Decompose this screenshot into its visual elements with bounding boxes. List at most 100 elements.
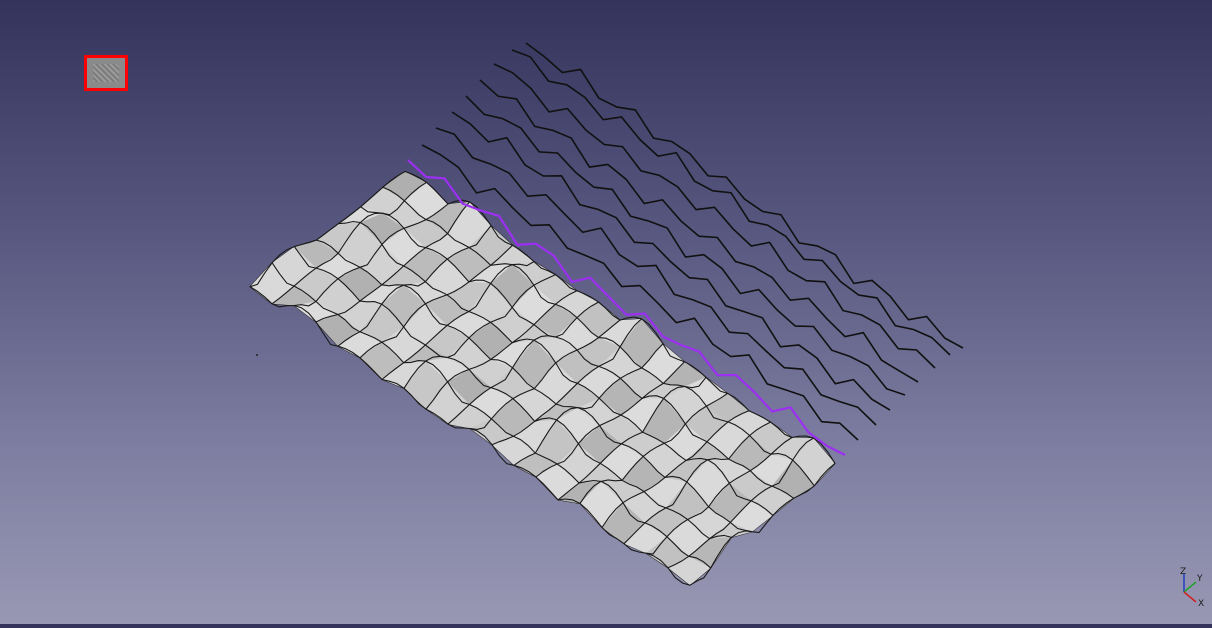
curve-line[interactable] xyxy=(479,79,919,383)
curve-line[interactable] xyxy=(421,144,859,441)
axis-cross-indicator: Z Y X xyxy=(1172,564,1212,609)
surface-patch xyxy=(534,404,578,422)
surface-isoline-u xyxy=(601,410,750,528)
curve-line[interactable] xyxy=(451,111,891,411)
selection-preview-thumbnail[interactable] xyxy=(84,55,128,91)
surface-isoline-u xyxy=(447,301,599,425)
vertex-point[interactable] xyxy=(256,354,258,356)
surface-isoline-u xyxy=(491,318,642,446)
bspline-surface[interactable] xyxy=(249,170,836,586)
axis-cross-icon: Z Y X xyxy=(1180,567,1204,609)
surface-patch xyxy=(316,222,361,254)
surface-patch xyxy=(663,386,707,424)
surface-patch xyxy=(684,377,728,407)
surface-patch xyxy=(447,311,491,338)
surface-isoline-u xyxy=(557,376,707,501)
surface-isoline-u xyxy=(293,203,449,307)
surface-isoline-v xyxy=(293,246,732,540)
surface-patch xyxy=(665,459,708,482)
surface-isoline-u xyxy=(271,181,427,305)
surface-isoline-v xyxy=(271,262,712,569)
surface-patch xyxy=(382,171,427,201)
surface-isoline-u xyxy=(667,437,814,569)
y-axis-line xyxy=(1183,581,1197,593)
surface-patch xyxy=(622,456,665,492)
surface-patch xyxy=(555,317,599,350)
surface-isoline-v xyxy=(338,220,774,516)
surface-isoline-u xyxy=(337,225,492,347)
curve-line[interactable] xyxy=(493,63,936,369)
surface-patch xyxy=(708,483,752,523)
surface-patch xyxy=(490,307,534,343)
surface-patch xyxy=(728,435,772,471)
surface-isoline-u xyxy=(381,261,535,380)
surface-patch xyxy=(749,422,792,455)
surface-patch xyxy=(468,322,513,360)
surface-patch xyxy=(425,325,469,358)
surface-patch xyxy=(294,240,339,269)
surface-patch xyxy=(426,381,470,425)
surface-patch xyxy=(338,222,382,268)
surface-isoline-u xyxy=(315,201,470,323)
surface-patch xyxy=(382,200,426,229)
surface-patch xyxy=(512,388,557,422)
surface-isoline-u xyxy=(403,274,556,389)
surface-isoline-v xyxy=(316,239,753,533)
surface-patch xyxy=(468,283,513,323)
curve-group[interactable] xyxy=(407,42,964,456)
surface-patch xyxy=(404,182,448,220)
surface-thumbnail-image xyxy=(93,64,119,82)
curve-line[interactable] xyxy=(465,95,906,396)
surface-patch xyxy=(360,213,404,245)
surface-patch xyxy=(316,278,360,315)
surface-patch xyxy=(404,219,448,248)
surface-patch xyxy=(469,387,513,419)
surface-patch xyxy=(709,522,753,539)
surface-patch xyxy=(359,284,404,305)
surface-patch xyxy=(686,459,730,507)
surface-patch xyxy=(624,522,667,554)
surface-patch xyxy=(641,343,685,384)
surface-patch xyxy=(556,407,600,444)
surface-patch xyxy=(381,265,426,286)
surface-isoline-u xyxy=(249,171,406,288)
surface-patch xyxy=(580,481,623,528)
z-axis-label: Z xyxy=(1180,567,1186,577)
surface-patch xyxy=(578,425,622,464)
surface-patch xyxy=(579,463,623,483)
surface-patch xyxy=(534,337,578,363)
surface-isoline-v xyxy=(360,206,794,499)
surface-patch xyxy=(621,432,665,457)
surface-patch xyxy=(514,453,558,477)
surface-patch xyxy=(707,459,751,484)
surface-patch xyxy=(491,398,535,437)
surface-isoline-u xyxy=(645,437,793,555)
selected-curve[interactable] xyxy=(407,159,846,456)
surface-patch xyxy=(359,304,404,343)
surface-isoline-v xyxy=(382,186,815,487)
surface-patch xyxy=(646,536,689,568)
surface-patch xyxy=(381,285,426,327)
surface-patch xyxy=(512,340,556,389)
surface-patch xyxy=(533,304,577,337)
surface-patch xyxy=(338,331,382,358)
surface-patch xyxy=(556,383,600,408)
surface-patch xyxy=(513,419,557,454)
surface-patch xyxy=(337,301,382,332)
surface-patch xyxy=(688,537,732,568)
surface-patch xyxy=(448,404,492,429)
surface-patch xyxy=(469,359,513,388)
surface-patch xyxy=(403,345,448,363)
surface-isoline-v xyxy=(249,286,691,586)
y-axis-label: Y xyxy=(1196,574,1203,584)
surface-patch xyxy=(470,418,514,445)
surface-patch xyxy=(771,460,815,499)
curve-line[interactable] xyxy=(435,127,877,426)
surface-patch xyxy=(360,187,405,214)
curve-line[interactable] xyxy=(511,49,951,356)
surface-patch xyxy=(425,259,469,295)
surface-patch xyxy=(577,398,621,426)
curve-line[interactable] xyxy=(525,42,964,349)
